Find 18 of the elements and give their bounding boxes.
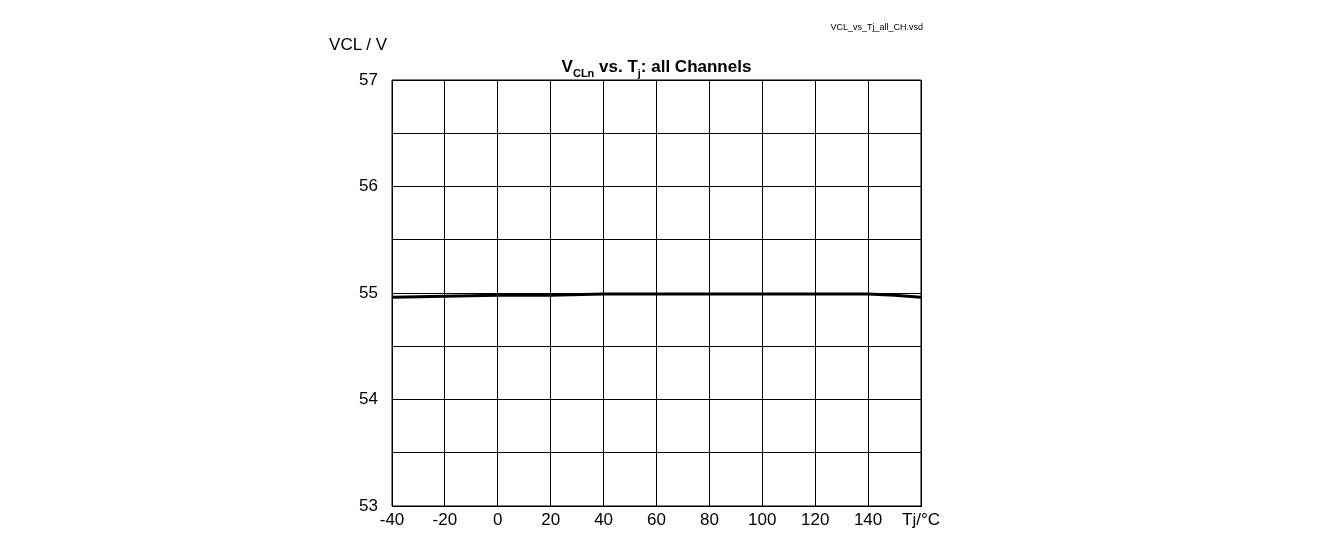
x-tick-label: 120 [801, 509, 830, 529]
x-tick-label: 40 [594, 509, 614, 529]
y-tick-label: 53 [359, 495, 378, 515]
y-tick-label: 55 [359, 282, 378, 302]
y-axis-title: VCL / V [329, 35, 388, 54]
text: VCL_vs_Tj_all_CH.vsd [830, 22, 923, 32]
x-tick-label: 140 [853, 509, 883, 529]
x-tick-label: -20 [432, 509, 458, 529]
x-tick-label: 60 [647, 509, 666, 529]
y-tick-label: 54 [359, 389, 378, 409]
y-tick-label: 57 [359, 69, 378, 89]
x-tick-label: 0 [493, 509, 503, 529]
x-tick-label: Tj/°C [902, 509, 940, 529]
y-tick-label: 56 [359, 176, 378, 196]
x-tick-label: -40 [379, 509, 405, 529]
x-tick-label: 100 [748, 509, 777, 529]
x-tick-label: 80 [699, 509, 719, 529]
x-tick-label: 20 [541, 509, 561, 529]
